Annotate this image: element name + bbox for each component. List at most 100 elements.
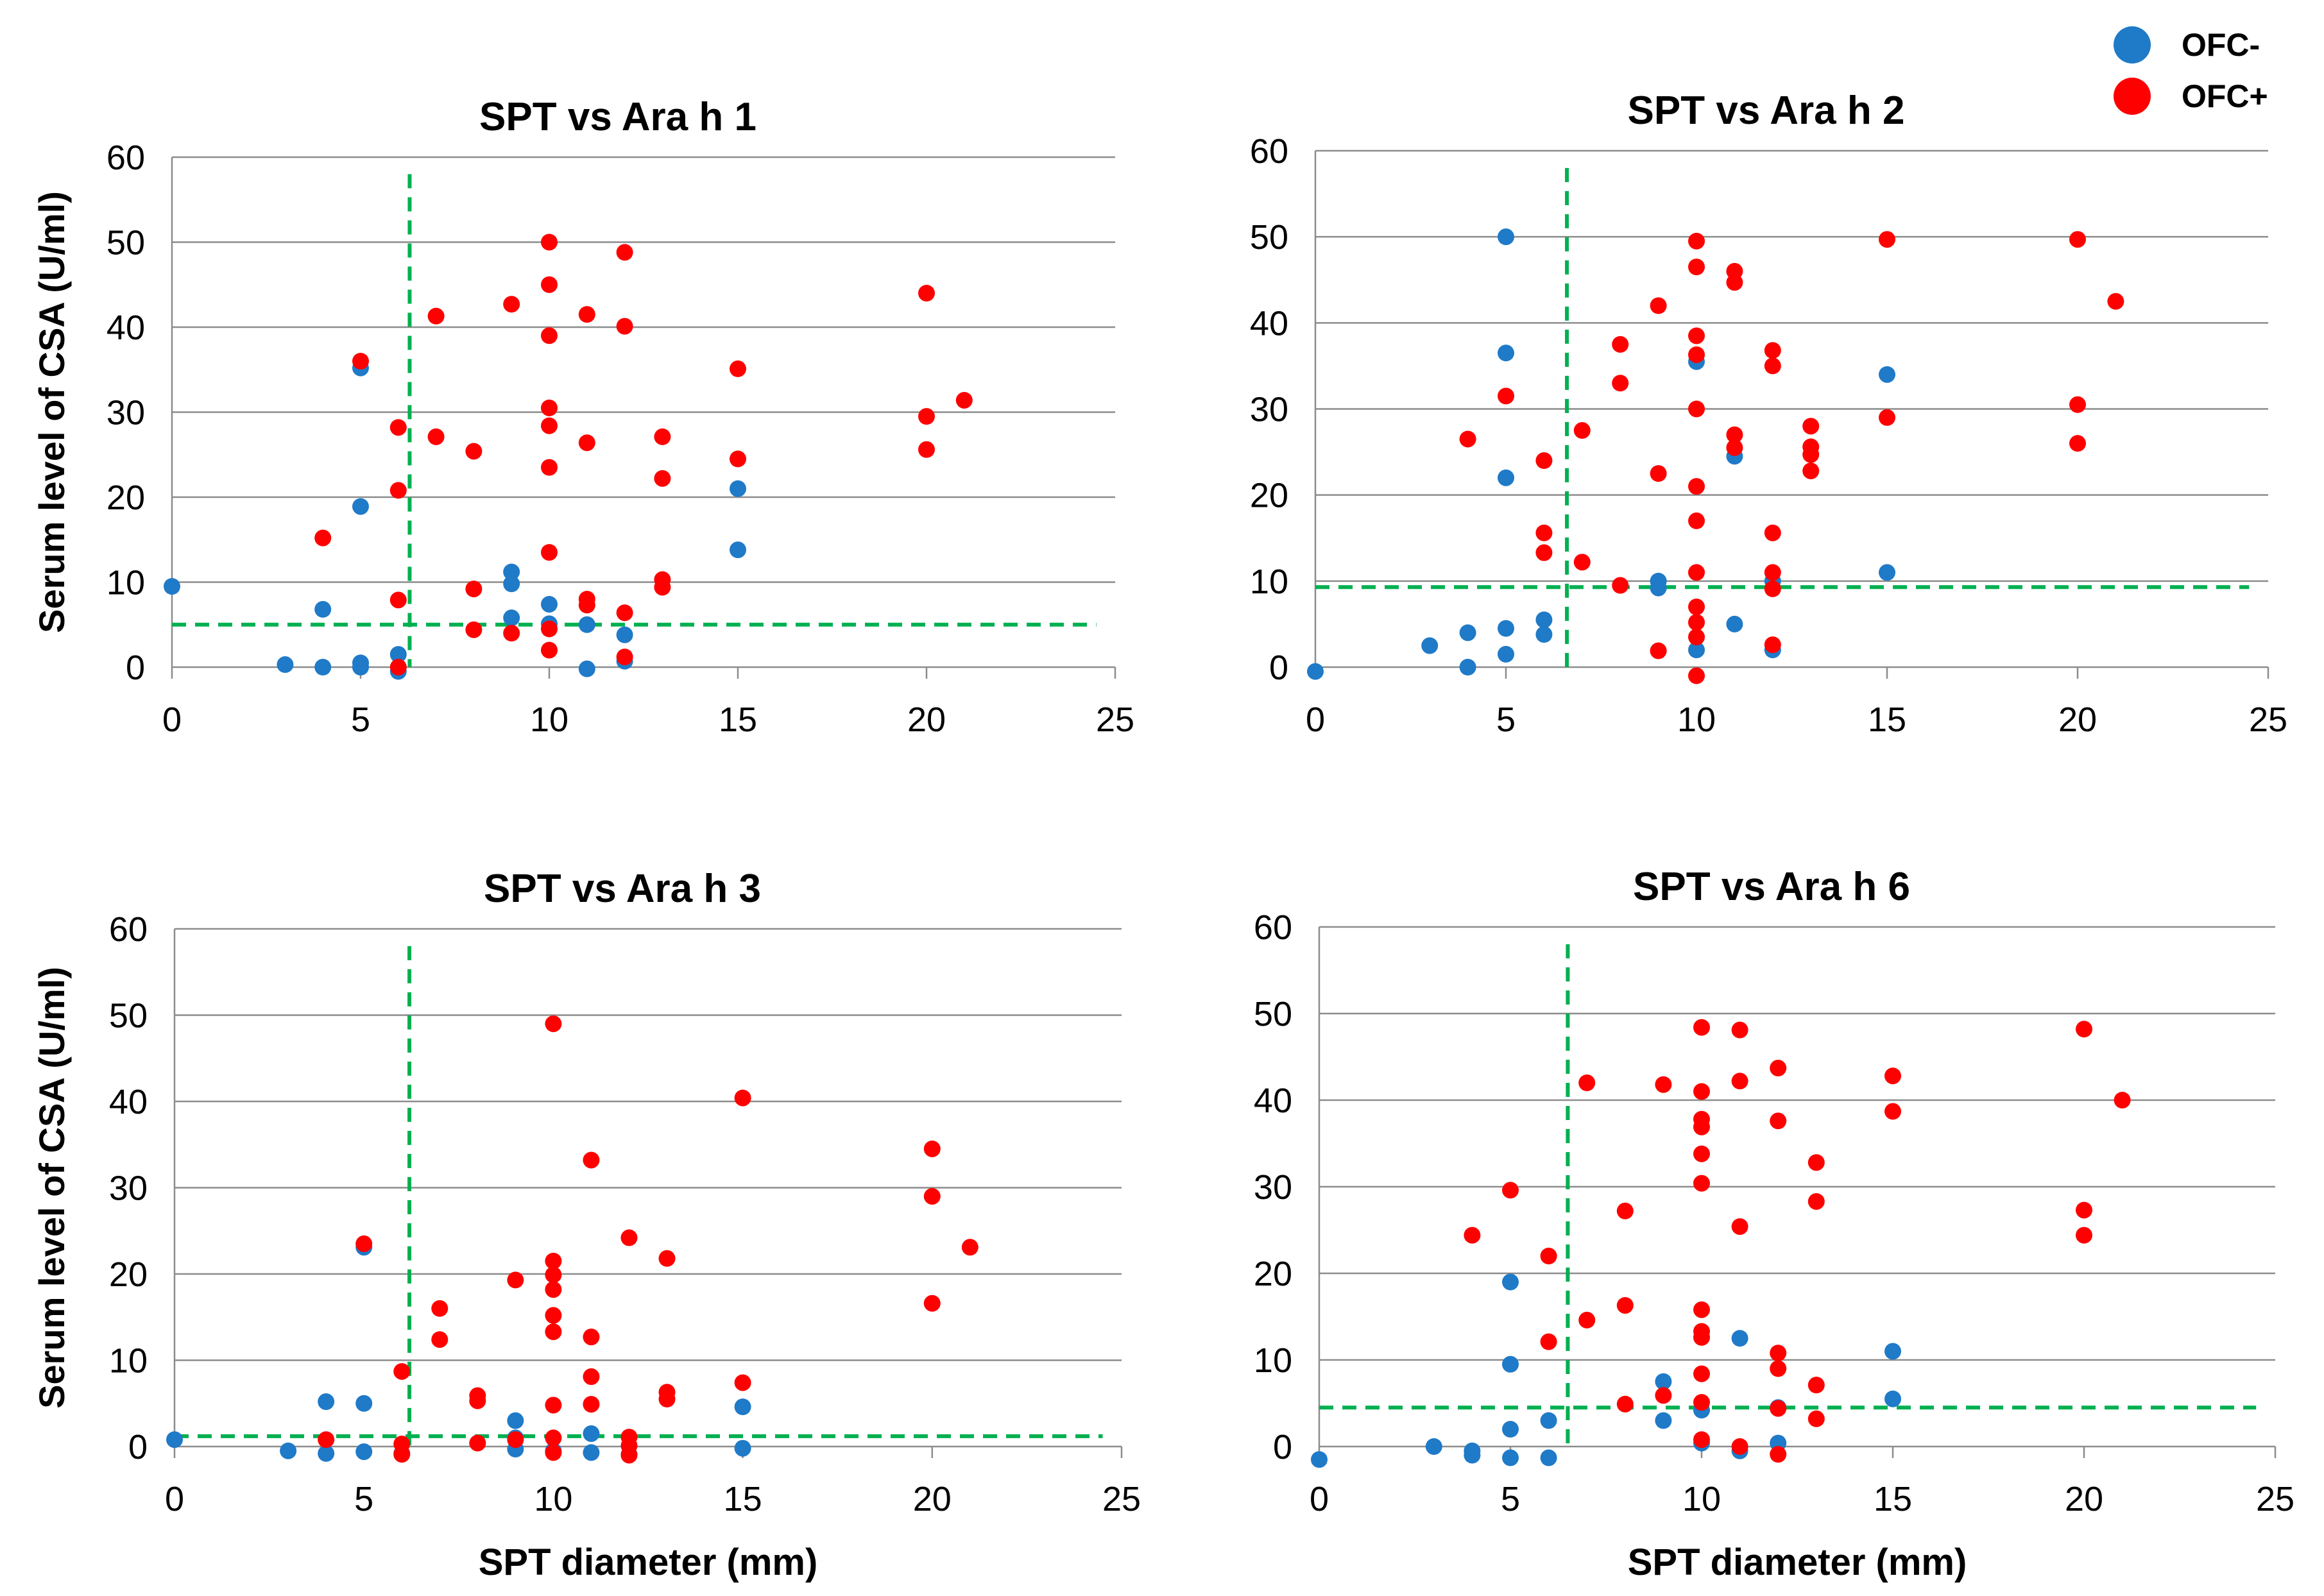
data-point-ofc-positive [541, 399, 558, 416]
data-point-ofc-positive [393, 1446, 411, 1463]
y-tick-label: 60 [109, 910, 148, 949]
data-point-ofc-positive [431, 1300, 449, 1317]
data-point-ofc-negative [1502, 1449, 1519, 1466]
data-point-ofc-positive [541, 620, 558, 638]
data-point-ofc-positive [1802, 418, 1820, 435]
data-point-ofc-positive [465, 581, 483, 598]
data-point-ofc-positive [2076, 1227, 2092, 1244]
chart-title: SPT vs Ara h 6 [1633, 865, 1910, 909]
data-point-ofc-negative [352, 498, 369, 515]
y-tick-label: 0 [126, 649, 145, 687]
data-point-ofc-negative [578, 616, 595, 633]
data-point-ofc-positive [2114, 1092, 2131, 1108]
legend-item-ofc-positive: OFC+ [2114, 71, 2306, 122]
data-point-ofc-positive [1655, 1387, 1672, 1404]
data-point-ofc-positive [923, 1140, 941, 1157]
y-tick-label: 10 [107, 564, 145, 602]
x-tick-label: 5 [351, 700, 370, 739]
data-point-ofc-negative [389, 646, 407, 663]
data-point-ofc-positive [1688, 629, 1705, 646]
chart-title: SPT vs Ara h 3 [484, 867, 761, 911]
data-point-ofc-positive [545, 1323, 562, 1341]
data-point-ofc-positive [545, 1444, 562, 1461]
data-point-ofc-negative [1540, 1412, 1557, 1429]
data-point-ofc-positive [1693, 1118, 1710, 1135]
data-point-ofc-positive [507, 1271, 524, 1289]
panel-1: 0 10 20 30 40 50 60 0 5 10 15 20 25 SPT vs Ara h 1 Ser… [31, 95, 1134, 739]
data-point-ofc-positive [1807, 1410, 1825, 1427]
data-point-ofc-positive [389, 419, 407, 436]
y-tick-label: 20 [1250, 477, 1288, 515]
data-point-ofc-positive [389, 659, 407, 675]
data-point-ofc-positive [1764, 580, 1781, 597]
data-point-ofc-negative [734, 1439, 751, 1457]
data-point-ofc-positive [1731, 1218, 1748, 1235]
data-point-ofc-negative [318, 1393, 335, 1411]
data-point-ofc-positive [541, 641, 558, 659]
x-tick-label: 15 [1874, 1480, 1912, 1518]
data-point-ofc-positive [1693, 1329, 1710, 1346]
data-point-ofc-positive [918, 285, 935, 301]
data-point-ofc-positive [427, 428, 445, 445]
data-point-ofc-positive [1650, 465, 1667, 482]
data-point-ofc-negative [1879, 366, 1895, 383]
data-point-ofc-negative [1540, 1449, 1557, 1466]
data-point-ofc-positive [1807, 1154, 1825, 1171]
data-point-ofc-positive [469, 1434, 486, 1452]
data-point-ofc-positive [1688, 598, 1705, 616]
data-point-ofc-positive [541, 544, 558, 561]
data-point-ofc-positive [1688, 564, 1705, 581]
data-point-ofc-positive [1573, 554, 1591, 571]
data-point-ofc-positive [1688, 614, 1705, 631]
data-point-ofc-negative [1502, 1355, 1519, 1373]
data-point-ofc-positive [541, 276, 558, 293]
x-tick-label: 10 [534, 1480, 572, 1518]
data-point-ofc-positive [1688, 346, 1705, 363]
y-tick-label: 10 [109, 1342, 148, 1380]
data-point-ofc-negative [730, 541, 746, 559]
data-point-ofc-negative [1464, 1447, 1481, 1464]
panel-3: 0 10 20 30 40 50 60 0 5 10 15 20 25 SPT vs Ara h 3 Ser… [31, 867, 1141, 1583]
data-point-ofc-positive [503, 296, 520, 313]
data-point-ofc-positive [507, 1431, 524, 1448]
data-point-ofc-positive [1655, 1076, 1672, 1093]
data-point-ofc-positive [1688, 512, 1705, 529]
data-point-ofc-negative [503, 575, 520, 593]
y-tick-label: 0 [1273, 1428, 1292, 1466]
y-tick-label: 30 [107, 394, 145, 432]
chart-title: SPT vs Ara h 1 [479, 95, 756, 139]
x-tick-label: 5 [1496, 700, 1516, 739]
y-tick-label: 50 [1254, 995, 1292, 1033]
data-point-ofc-positive [1578, 1074, 1596, 1091]
data-point-ofc-negative [1498, 228, 1514, 246]
data-point-ofc-negative [1655, 1412, 1672, 1429]
data-point-ofc-positive [1726, 439, 1743, 456]
data-point-ofc-positive [1884, 1103, 1901, 1120]
data-point-ofc-positive [1688, 478, 1705, 495]
data-point-ofc-negative [1307, 663, 1324, 680]
data-point-ofc-positive [465, 621, 483, 638]
data-point-ofc-positive [545, 1252, 562, 1269]
y-tick-label: 50 [109, 997, 148, 1035]
data-point-ofc-positive [1540, 1333, 1557, 1350]
data-point-ofc-positive [1807, 1193, 1825, 1210]
x-tick-label: 0 [1310, 1480, 1329, 1518]
data-point-ofc-positive [1693, 1301, 1710, 1318]
data-point-ofc-negative [318, 1445, 335, 1462]
data-point-ofc-negative [1421, 637, 1439, 654]
data-point-ofc-negative [277, 656, 294, 674]
data-point-ofc-negative [314, 659, 332, 675]
data-point-ofc-positive [1464, 1227, 1481, 1244]
data-point-ofc-negative [1498, 344, 1514, 362]
data-point-ofc-positive [393, 1363, 411, 1380]
data-point-ofc-positive [1688, 259, 1705, 276]
data-point-ofc-positive [389, 591, 407, 609]
data-point-ofc-positive [1535, 524, 1553, 541]
data-point-ofc-positive [1764, 564, 1781, 581]
data-point-ofc-positive [1764, 636, 1781, 654]
data-point-ofc-positive [545, 1266, 562, 1284]
x-tick-label: 25 [1096, 700, 1134, 739]
data-point-ofc-positive [616, 318, 633, 335]
x-tick-label: 5 [1501, 1480, 1520, 1518]
